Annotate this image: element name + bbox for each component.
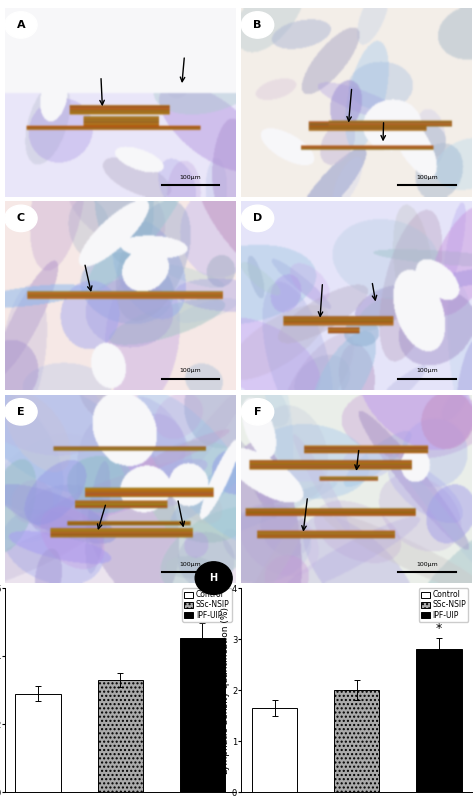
Circle shape <box>5 205 37 232</box>
Text: 100μm: 100μm <box>179 174 201 180</box>
Text: E: E <box>17 407 25 417</box>
Circle shape <box>241 399 273 425</box>
Text: B: B <box>253 20 261 30</box>
Text: 100μm: 100μm <box>416 561 437 567</box>
Legend: Control, SSc-NSIP, IPF-UIP: Control, SSc-NSIP, IPF-UIP <box>418 588 467 622</box>
Text: 100μm: 100μm <box>416 174 437 180</box>
Text: 100μm: 100μm <box>179 368 201 373</box>
Bar <box>416 650 461 792</box>
Bar <box>98 680 142 792</box>
Text: H: H <box>209 573 217 583</box>
Text: A: A <box>17 20 25 30</box>
Bar <box>15 693 60 792</box>
Y-axis label: Lymphatic density quantification (%): Lymphatic density quantification (%) <box>221 607 230 774</box>
Circle shape <box>241 205 273 232</box>
Bar <box>179 638 225 792</box>
Bar <box>334 690 378 792</box>
Text: C: C <box>17 213 25 224</box>
Text: *: * <box>199 607 205 619</box>
Text: *: * <box>435 622 441 634</box>
Circle shape <box>5 12 37 38</box>
Circle shape <box>195 562 232 595</box>
Text: D: D <box>252 213 262 224</box>
Circle shape <box>5 399 37 425</box>
Circle shape <box>241 12 273 38</box>
Text: F: F <box>253 407 261 417</box>
Bar <box>251 708 297 792</box>
Text: 100μm: 100μm <box>179 561 201 567</box>
Text: 100μm: 100μm <box>416 368 437 373</box>
Legend: Control, SSc-NSIP, IPF-UIP: Control, SSc-NSIP, IPF-UIP <box>182 588 231 622</box>
